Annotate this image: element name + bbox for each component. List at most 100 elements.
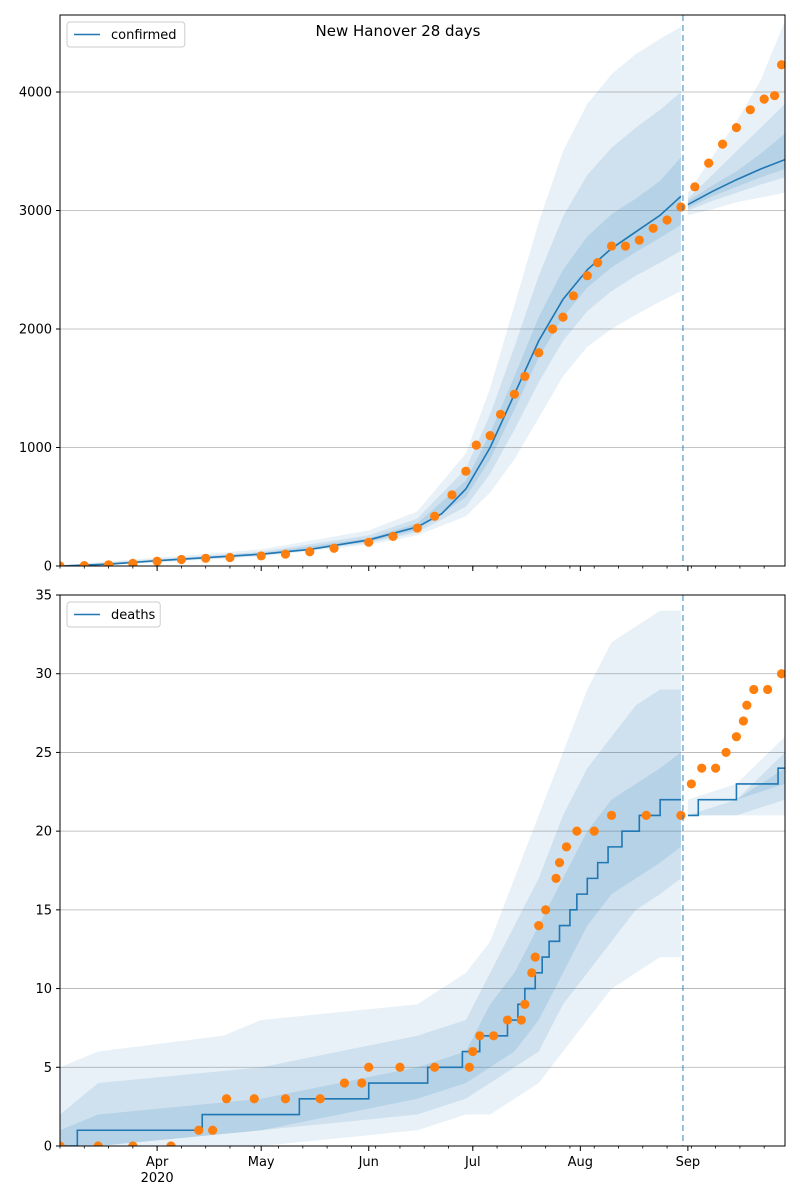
- band-outer: [687, 20, 785, 216]
- observed-point: [93, 1141, 103, 1146]
- observed-point: [534, 348, 544, 358]
- y-tick-label: 0: [44, 560, 52, 575]
- legend-label: confirmed: [111, 28, 177, 43]
- band-middle: [687, 752, 785, 816]
- observed-point: [412, 523, 422, 533]
- observed-point: [201, 553, 211, 563]
- y-tick-label: 2000: [19, 323, 52, 338]
- observed-point: [738, 716, 748, 726]
- observed-point: [606, 810, 617, 821]
- observed-point: [430, 1062, 440, 1072]
- observed-point: [128, 1141, 138, 1146]
- observed-point: [731, 732, 742, 742]
- observed-point: [357, 1078, 367, 1088]
- observed-point: [721, 747, 731, 758]
- band-middle: [687, 103, 785, 211]
- observed-point: [60, 561, 65, 566]
- observed-point: [554, 858, 565, 868]
- x-tick-label: Jun: [358, 1155, 379, 1170]
- band-inner: [687, 133, 785, 209]
- observed-point: [561, 842, 572, 852]
- observed-point: [388, 531, 398, 541]
- observed-point: [593, 258, 603, 268]
- x-tick-sublabel: 2020: [141, 1171, 174, 1186]
- observed-point: [103, 560, 114, 566]
- observed-point: [749, 684, 759, 695]
- observed-point: [208, 1125, 218, 1135]
- observed-point: [648, 223, 658, 233]
- observed-point: [79, 561, 89, 566]
- observed-point: [711, 763, 721, 773]
- y-tick-label: 15: [35, 903, 52, 918]
- band-outer: [60, 26, 681, 566]
- observed-point: [776, 669, 785, 679]
- observed-point: [464, 1062, 474, 1072]
- observed-point: [495, 409, 506, 419]
- observed-point: [534, 921, 544, 931]
- x-tick-label: Aug: [568, 1155, 593, 1170]
- band-outer: [60, 610, 681, 1146]
- observed-point: [166, 1141, 176, 1146]
- observed-point: [776, 60, 785, 70]
- observed-point: [589, 826, 599, 836]
- observed-point: [305, 547, 315, 557]
- observed-point: [364, 537, 374, 547]
- x-tick-label: Jul: [464, 1155, 481, 1170]
- observed-point: [502, 1015, 513, 1025]
- observed-point: [364, 1062, 374, 1072]
- observed-point: [558, 312, 568, 322]
- observed-point: [763, 684, 773, 695]
- band-middle: [60, 689, 681, 1146]
- observed-point: [468, 1046, 478, 1057]
- observed-point: [634, 235, 644, 245]
- observed-point: [280, 1094, 291, 1104]
- observed-point: [662, 215, 672, 225]
- observed-point: [475, 1031, 485, 1041]
- plot-area: [60, 20, 785, 566]
- observed-point: [194, 1125, 204, 1135]
- observed-point: [769, 90, 780, 101]
- y-tick-label: 10: [35, 982, 52, 997]
- legend: confirmed: [66, 21, 186, 48]
- y-tick-label: 4000: [19, 86, 52, 101]
- observed-point: [256, 551, 266, 561]
- observed-point: [430, 511, 440, 521]
- observed-point: [249, 1094, 259, 1104]
- y-tick-label: 20: [35, 825, 52, 840]
- observed-point: [731, 122, 742, 133]
- y-tick-label: 1000: [19, 441, 52, 456]
- legend-box: [66, 601, 161, 628]
- observed-point: [339, 1078, 350, 1088]
- observed-point: [128, 558, 138, 566]
- observed-point: [606, 241, 617, 251]
- x-tick-label: Apr: [146, 1155, 169, 1170]
- x-tick-label: May: [248, 1155, 275, 1170]
- observed-point: [509, 389, 520, 399]
- band-inner: [60, 752, 681, 1146]
- observed-point: [60, 1141, 65, 1146]
- band-outer: [687, 736, 785, 816]
- observed-point: [489, 1031, 499, 1041]
- observed-point: [225, 552, 235, 563]
- observed-point: [516, 1015, 526, 1025]
- observed-point: [152, 556, 162, 566]
- observed-point: [745, 105, 755, 115]
- y-tick-label: 3000: [19, 204, 52, 219]
- observed-point: [582, 271, 592, 281]
- observed-point: [759, 94, 769, 104]
- observed-point: [717, 139, 728, 149]
- observed-point: [690, 182, 700, 192]
- model-line: [687, 158, 785, 206]
- legend-box: [66, 21, 186, 48]
- observed-point: [547, 324, 558, 334]
- observed-point: [620, 241, 631, 251]
- observed-point: [520, 999, 530, 1009]
- observed-point: [568, 291, 578, 301]
- y-tick-label: 35: [35, 589, 52, 604]
- observed-point: [221, 1094, 232, 1104]
- observed-point: [527, 968, 537, 978]
- confirmed-panel: 0 1000 2000 3000 4000 confirmed: [19, 14, 786, 575]
